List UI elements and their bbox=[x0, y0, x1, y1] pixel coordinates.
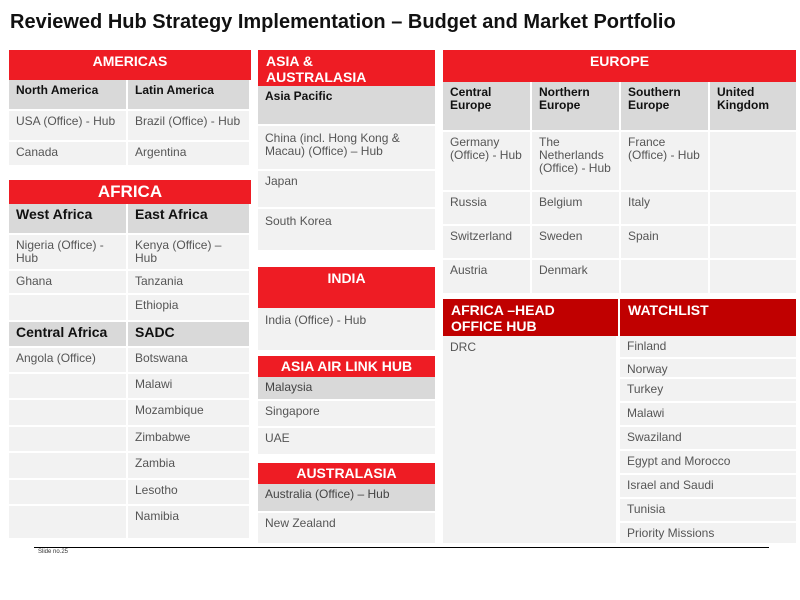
australasia-panel: AUSTRALASIA Australia (Office) – Hub New… bbox=[258, 463, 435, 545]
list-item: South Korea bbox=[258, 209, 435, 252]
list-item: Australia (Office) – Hub bbox=[258, 484, 435, 513]
table-cell: Malawi bbox=[128, 374, 251, 400]
table-cell: Lesotho bbox=[128, 480, 251, 506]
list-item: Finland bbox=[620, 336, 796, 359]
central-africa-header: Central Africa bbox=[9, 322, 128, 348]
list-item: China (incl. Hong Kong & Macau) (Office)… bbox=[258, 126, 435, 171]
list-item: Egypt and Morocco bbox=[620, 451, 796, 475]
list-item: DRC bbox=[443, 336, 618, 545]
africa-head-office-header: AFRICA –HEAD OFFICE HUB bbox=[443, 299, 618, 336]
table-cell: Spain bbox=[621, 226, 710, 260]
table-cell: USA (Office) - Hub bbox=[9, 111, 128, 142]
table-cell: Ethiopia bbox=[128, 295, 251, 322]
table-cell: Zimbabwe bbox=[128, 427, 251, 453]
americas-header: AMERICAS bbox=[9, 50, 251, 80]
table-cell bbox=[9, 295, 128, 322]
table-cell: Namibia bbox=[128, 506, 251, 540]
footer-divider bbox=[34, 547, 769, 548]
list-item: Swaziland bbox=[620, 427, 796, 451]
africa-panel: AFRICA West Africa East Africa Nigeria (… bbox=[9, 180, 251, 540]
northern-europe-header: Northern Europe bbox=[532, 82, 621, 132]
table-cell bbox=[9, 374, 128, 400]
table-cell bbox=[9, 400, 128, 427]
central-europe-header: Central Europe bbox=[443, 82, 532, 132]
list-item: Israel and Saudi bbox=[620, 475, 796, 499]
list-item: UAE bbox=[258, 428, 435, 456]
americas-panel: AMERICAS North America Latin America USA… bbox=[9, 50, 251, 167]
list-item: Tunisia bbox=[620, 499, 796, 523]
table-cell: Botswana bbox=[128, 348, 251, 374]
table-cell: Angola (Office) bbox=[9, 348, 128, 374]
list-item: Turkey bbox=[620, 379, 796, 403]
list-item: Malawi bbox=[620, 403, 796, 427]
india-header: INDIA bbox=[258, 267, 435, 308]
list-item: New Zealand bbox=[258, 513, 435, 545]
latin-america-header: Latin America bbox=[128, 80, 251, 111]
table-cell bbox=[9, 453, 128, 480]
table-cell: Mozambique bbox=[128, 400, 251, 427]
table-cell: Brazil (Office) - Hub bbox=[128, 111, 251, 142]
table-cell: Austria bbox=[443, 260, 532, 295]
table-cell: Kenya (Office) – Hub bbox=[128, 235, 251, 271]
table-cell: The Netherlands (Office) - Hub bbox=[532, 132, 621, 192]
table-cell bbox=[9, 506, 128, 540]
list-item: Japan bbox=[258, 171, 435, 209]
europe-panel: EUROPE Central Europe Northern Europe So… bbox=[443, 50, 796, 295]
watchlist-panel: WATCHLIST Finland Norway Turkey Malawi S… bbox=[620, 299, 796, 545]
page-title: Reviewed Hub Strategy Implementation – B… bbox=[10, 11, 676, 33]
southern-europe-header: Southern Europe bbox=[621, 82, 710, 132]
sadc-header: SADC bbox=[128, 322, 251, 348]
europe-header: EUROPE bbox=[443, 50, 796, 82]
table-cell: Germany (Office) - Hub bbox=[443, 132, 532, 192]
africa-head-office-panel: AFRICA –HEAD OFFICE HUB DRC bbox=[443, 299, 618, 545]
list-item: Singapore bbox=[258, 401, 435, 428]
table-cell bbox=[710, 226, 796, 260]
asia-air-link-header: ASIA AIR LINK HUB bbox=[258, 356, 435, 377]
table-cell bbox=[9, 480, 128, 506]
list-item: Norway bbox=[620, 359, 796, 379]
slide-number: Slide no.25 bbox=[38, 549, 69, 555]
watchlist-header: WATCHLIST bbox=[620, 299, 796, 336]
table-cell bbox=[621, 260, 710, 295]
list-item: Priority Missions bbox=[620, 523, 796, 545]
table-cell: Zambia bbox=[128, 453, 251, 480]
africa-header: AFRICA bbox=[9, 180, 251, 204]
north-america-header: North America bbox=[9, 80, 128, 111]
table-cell: Canada bbox=[9, 142, 128, 167]
table-cell: Italy bbox=[621, 192, 710, 226]
table-cell: Tanzania bbox=[128, 271, 251, 295]
list-item: Malaysia bbox=[258, 377, 435, 401]
asia-pacific-header: Asia Pacific bbox=[258, 86, 435, 126]
united-kingdom-header: United Kingdom bbox=[710, 82, 796, 132]
table-cell bbox=[710, 192, 796, 226]
table-cell: France (Office) - Hub bbox=[621, 132, 710, 192]
asia-australasia-panel: ASIA & AUSTRALASIA Asia Pacific China (i… bbox=[258, 50, 435, 252]
india-panel: INDIA India (Office) - Hub bbox=[258, 267, 435, 352]
asia-air-link-panel: ASIA AIR LINK HUB Malaysia Singapore UAE bbox=[258, 356, 435, 456]
table-cell bbox=[710, 260, 796, 295]
table-cell: Nigeria (Office) - Hub bbox=[9, 235, 128, 271]
table-cell: Switzerland bbox=[443, 226, 532, 260]
table-cell bbox=[9, 427, 128, 453]
australasia-header: AUSTRALASIA bbox=[258, 463, 435, 484]
table-cell: Denmark bbox=[532, 260, 621, 295]
table-cell: Russia bbox=[443, 192, 532, 226]
west-africa-header: West Africa bbox=[9, 204, 128, 235]
table-cell: Belgium bbox=[532, 192, 621, 226]
table-cell bbox=[710, 132, 796, 192]
table-cell: Sweden bbox=[532, 226, 621, 260]
east-africa-header: East Africa bbox=[128, 204, 251, 235]
table-cell: Ghana bbox=[9, 271, 128, 295]
table-cell: Argentina bbox=[128, 142, 251, 167]
asia-australasia-header: ASIA & AUSTRALASIA bbox=[258, 50, 435, 86]
list-item: India (Office) - Hub bbox=[258, 308, 435, 352]
